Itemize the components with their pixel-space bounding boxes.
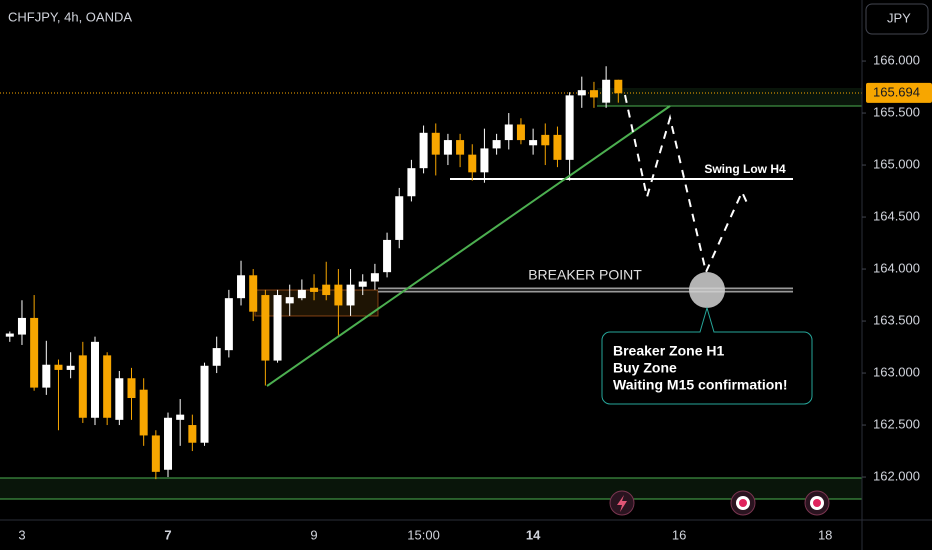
candle-body (419, 132, 428, 169)
y-tick-label: 164.000 (873, 260, 920, 275)
candle-body (516, 124, 525, 141)
candle-body (139, 389, 148, 436)
support-zone (0, 478, 862, 499)
x-tick-label: 3 (18, 527, 25, 542)
candle-body (553, 134, 562, 160)
candle-body (602, 79, 611, 103)
candle-body (565, 95, 574, 160)
event-icon (813, 499, 821, 507)
candle-body (431, 132, 440, 155)
candle-body (285, 297, 294, 304)
x-tick-label: 7 (164, 527, 171, 542)
resistance-zone (597, 88, 862, 106)
y-tick-label: 162.000 (873, 468, 920, 483)
callout-text: Breaker Zone H1 (613, 343, 724, 359)
candle-body (90, 341, 99, 418)
callout-box (601, 306, 813, 405)
target-circle (689, 272, 725, 308)
candle-body (115, 378, 124, 420)
candle-body (322, 284, 331, 296)
candle-body (395, 196, 404, 240)
candle-body (456, 140, 465, 155)
candle-body (334, 284, 343, 306)
y-tick-label: 165.000 (873, 156, 920, 171)
candle-body (346, 284, 355, 306)
x-tick-label: 14 (526, 527, 541, 542)
axes: 162.000 162.500 163.000 163.500 164.000 164.5… (18, 52, 932, 542)
y-tick-label: 163.000 (873, 364, 920, 379)
y-tick-label: 166.000 (873, 52, 920, 67)
candle-body (164, 417, 173, 470)
candle-body (261, 295, 270, 361)
x-tick-label: 16 (672, 527, 686, 542)
y-tick-label: 163.500 (873, 312, 920, 327)
candle-body (224, 298, 233, 351)
candle-body (407, 168, 416, 197)
candle-body (273, 295, 282, 361)
candle-body (212, 348, 221, 366)
candle-body (370, 273, 379, 282)
candle-body (297, 289, 306, 299)
chart-title: CHFJPY, 4h, OANDA (8, 9, 132, 24)
candle-body (188, 425, 197, 443)
x-tick-label: 9 (310, 527, 317, 542)
candle-body (151, 435, 160, 472)
candle-body (480, 148, 489, 173)
candle-body (42, 364, 51, 388)
candle-body (5, 333, 14, 337)
candle-body (383, 239, 392, 273)
candle-body (577, 90, 586, 96)
candle-body (249, 275, 258, 312)
breaker-zone (254, 289, 379, 317)
trendline (266, 105, 671, 387)
annotation: BREAKER POINT (528, 267, 642, 283)
price-label-box (866, 82, 932, 103)
x-tick-label: 18 (818, 527, 832, 542)
price-label: 165.694 (873, 84, 920, 99)
drawings: Swing Low H4 BREAKER POINT Breaker Zone … (266, 94, 830, 516)
candle-body (443, 140, 452, 155)
candle-body (54, 364, 63, 370)
candle-body (468, 154, 477, 173)
candle-body (310, 287, 319, 292)
candle-body (78, 355, 87, 418)
y-tick-label: 164.500 (873, 208, 920, 223)
candle-body (30, 317, 39, 388)
candles (5, 66, 623, 480)
candle-body (614, 79, 623, 94)
event-icon (617, 495, 627, 512)
currency-label: JPY (887, 10, 911, 25)
callout-text: Buy Zone (613, 360, 677, 376)
candle-body (529, 140, 538, 146)
candle-body (589, 90, 598, 98)
annotation: Swing Low H4 (704, 162, 786, 176)
currency-button[interactable] (865, 3, 929, 35)
candle-body (504, 124, 513, 141)
candle-body (358, 281, 367, 287)
callout-text: Waiting M15 confirmation! (613, 377, 787, 393)
candle-body (127, 378, 136, 399)
candle-body (237, 275, 246, 299)
candle-body (17, 317, 26, 335)
candle-body (103, 355, 112, 418)
candle-body (176, 414, 185, 420)
candle-body (200, 365, 209, 443)
y-tick-label: 165.500 (873, 104, 920, 119)
candle-body (66, 365, 75, 370)
y-tick-label: 162.500 (873, 416, 920, 431)
x-tick-label: 15:00 (407, 527, 440, 542)
candle-body (492, 140, 501, 149)
candle-body (541, 134, 550, 146)
event-icon (739, 499, 747, 507)
